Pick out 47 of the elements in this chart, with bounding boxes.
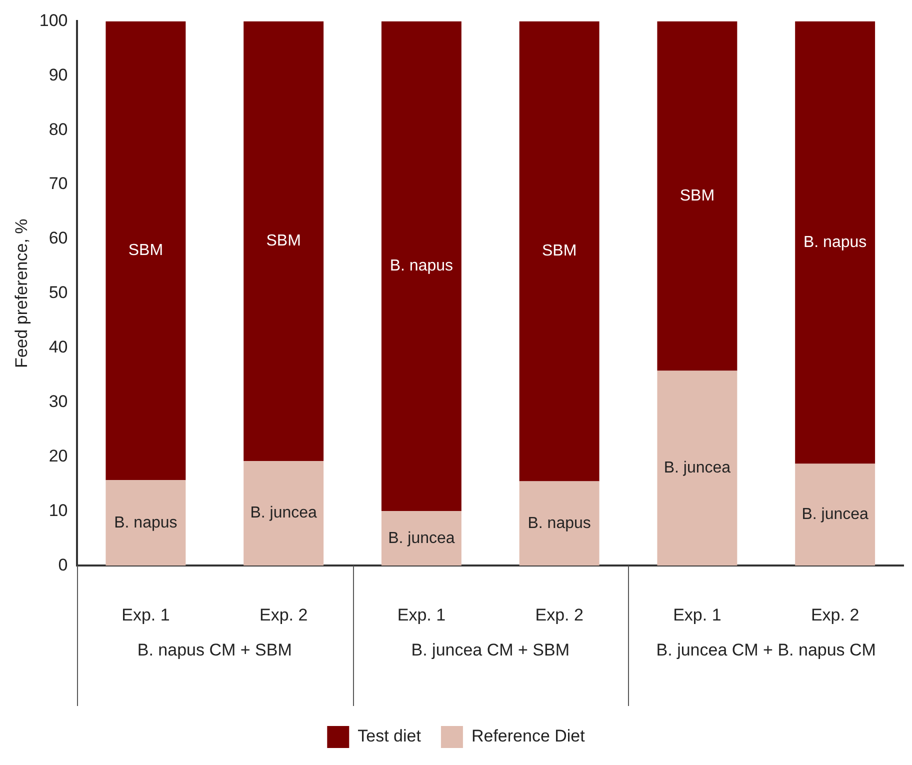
text: B. juncea CM + B. napus CM xyxy=(656,640,876,660)
x-tick-label: Exp. 1 xyxy=(673,605,722,624)
data-label: B. juncea xyxy=(388,530,455,547)
x-tick-label: Exp. 1 xyxy=(122,605,170,624)
data-label: B. juncea xyxy=(664,460,731,477)
y-tick-label: 50 xyxy=(48,283,68,302)
y-tick-label: 0 xyxy=(58,555,68,574)
data-label: B. napus xyxy=(390,258,454,275)
bar xyxy=(106,21,186,480)
x-tick-label: Exp. 2 xyxy=(810,605,860,624)
bar xyxy=(244,461,324,566)
legend-label: Reference Diet xyxy=(471,726,586,746)
bar xyxy=(519,21,600,482)
y-tick-label: 100 xyxy=(39,10,68,30)
y-tick-label: 40 xyxy=(48,338,68,357)
text: B. juncea CM + SBM xyxy=(411,640,570,660)
data-label: B. napus xyxy=(114,514,178,532)
x-tick-label: Exp. 2 xyxy=(259,605,308,624)
data-label: B. napus xyxy=(528,514,591,532)
legend-label: Test diet xyxy=(358,726,422,746)
data-label: SBM xyxy=(680,187,715,204)
y-tick-label: 20 xyxy=(48,446,68,466)
bar xyxy=(657,370,738,566)
bar xyxy=(381,21,462,512)
bar xyxy=(795,21,876,464)
y-tick-label: 70 xyxy=(48,174,68,194)
data-label: SBM xyxy=(128,242,164,260)
bar xyxy=(381,511,462,566)
text: B. napus CM + SBM xyxy=(137,640,292,660)
bar xyxy=(795,464,876,566)
y-tick-label: 90 xyxy=(48,65,68,84)
data-label: B. napus xyxy=(803,234,867,251)
y-tick-label: 80 xyxy=(48,120,68,139)
y-tick-label: 10 xyxy=(48,500,68,520)
data-label: B. juncea xyxy=(250,504,318,522)
data-label: B. juncea xyxy=(802,506,869,524)
bar xyxy=(657,21,738,371)
y-tick-label: 30 xyxy=(48,392,68,411)
bar xyxy=(106,480,186,566)
y-axis-title: Feed preference, % xyxy=(12,218,31,368)
data-label: SBM xyxy=(266,232,301,250)
y-tick-label: 60 xyxy=(48,228,68,248)
bar xyxy=(519,481,600,566)
x-tick-label: Exp. 2 xyxy=(535,605,584,624)
data-label: SBM xyxy=(542,242,577,260)
x-tick-label: Exp. 1 xyxy=(397,605,446,624)
bar xyxy=(244,21,324,462)
